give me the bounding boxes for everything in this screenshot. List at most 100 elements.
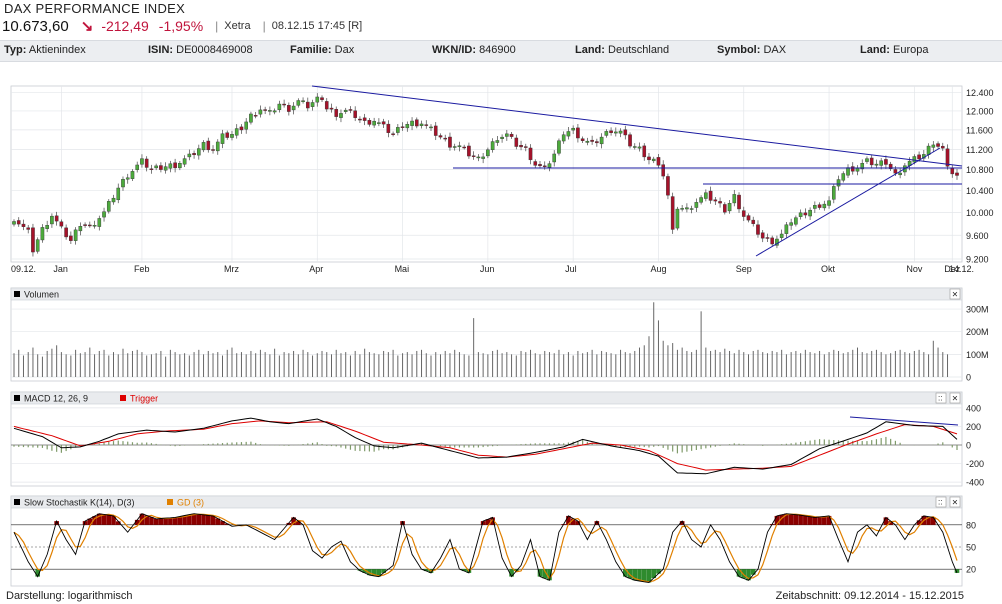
candle — [400, 126, 405, 128]
candle — [135, 164, 140, 170]
candle — [865, 158, 869, 162]
candle — [893, 169, 898, 174]
candle — [88, 224, 92, 227]
candle — [187, 153, 192, 158]
d-legend-swatch — [167, 499, 173, 505]
candle — [576, 127, 580, 139]
candle — [78, 226, 83, 232]
candle — [685, 207, 689, 210]
candle — [324, 101, 329, 110]
candle — [519, 144, 523, 148]
candle — [817, 204, 822, 208]
candle — [831, 186, 836, 200]
candle — [358, 118, 362, 121]
candle — [348, 109, 353, 111]
candle — [940, 145, 945, 149]
candle — [386, 123, 391, 133]
candle — [35, 239, 40, 252]
candle — [230, 134, 234, 138]
stoch-close-icon: × — [952, 498, 958, 509]
info-family: Familie: Dax — [290, 44, 355, 56]
candle — [159, 165, 163, 170]
candle — [557, 140, 561, 154]
volume-legend-swatch — [14, 291, 20, 297]
trendline-resistance — [311, 85, 963, 167]
candle — [197, 148, 201, 156]
candle — [182, 158, 187, 165]
candle — [21, 223, 26, 227]
candle — [623, 129, 628, 136]
candle — [31, 227, 35, 253]
price-x-tick: Dez — [944, 264, 961, 274]
candle — [121, 179, 125, 188]
candle — [476, 156, 481, 159]
candle — [154, 165, 158, 169]
candle — [433, 125, 438, 136]
macd-close-icon: × — [952, 394, 958, 405]
quote-datetime: 08.12.15 17:45 [R] — [271, 20, 363, 32]
candle — [111, 197, 116, 203]
macd-close-button — [949, 392, 961, 404]
candle — [708, 190, 713, 201]
candle — [770, 237, 774, 245]
quote-line: 10.673,60 ↘ -212,49 -1,95% | Xetra | 08.… — [2, 17, 363, 36]
candles — [12, 93, 959, 257]
candle — [263, 109, 267, 111]
macd-header — [10, 391, 963, 405]
volume-panel — [10, 287, 963, 382]
candle — [533, 161, 538, 166]
candle — [680, 208, 684, 210]
info-region: Land: Europa — [860, 44, 929, 56]
price-x-tick: Apr — [309, 264, 323, 274]
candle — [64, 227, 68, 238]
candle — [201, 142, 206, 151]
candle — [178, 163, 182, 169]
candle — [723, 204, 727, 213]
candle — [803, 212, 808, 216]
candle — [495, 140, 500, 143]
price-x-tick: Okt — [821, 264, 836, 274]
candle — [704, 192, 708, 199]
candle — [936, 143, 940, 147]
candle — [419, 123, 424, 126]
candle — [296, 100, 301, 106]
candle — [116, 187, 121, 201]
candle — [448, 136, 452, 148]
candle — [59, 221, 64, 227]
candle — [509, 133, 514, 137]
price-y-tick: 11.200 — [966, 145, 993, 155]
candle — [471, 155, 476, 157]
candle — [836, 179, 841, 187]
macd-title: MACD 12, 26, 9 — [24, 394, 88, 404]
candle — [604, 131, 609, 136]
candle — [225, 132, 230, 138]
candle — [500, 136, 504, 139]
candle — [950, 167, 955, 175]
volume-y-tick: 200M — [966, 327, 989, 337]
candle — [381, 121, 386, 125]
candle — [713, 199, 718, 202]
candle — [741, 210, 746, 217]
candle — [798, 212, 803, 217]
candle — [244, 121, 248, 130]
macd-y-tick: 0 — [966, 441, 971, 451]
candle — [775, 238, 779, 246]
candle — [339, 113, 343, 118]
candle — [746, 215, 751, 221]
exchange: Xetra — [224, 20, 251, 32]
volume-close-icon: × — [952, 290, 958, 301]
candle — [561, 134, 566, 142]
candle — [794, 217, 798, 225]
candle — [405, 124, 410, 129]
candle — [130, 171, 135, 179]
info-wkn: WKN/ID: 846900 — [432, 44, 516, 56]
candle — [779, 233, 784, 238]
candle — [40, 227, 45, 241]
candle — [282, 103, 286, 106]
candle — [917, 154, 921, 160]
stoch-legend-swatch — [14, 499, 20, 505]
candle — [452, 146, 457, 148]
candle — [860, 163, 865, 170]
page-title: DAX PERFORMANCE INDEX — [4, 1, 186, 16]
volume-title: Volumen — [24, 290, 59, 300]
